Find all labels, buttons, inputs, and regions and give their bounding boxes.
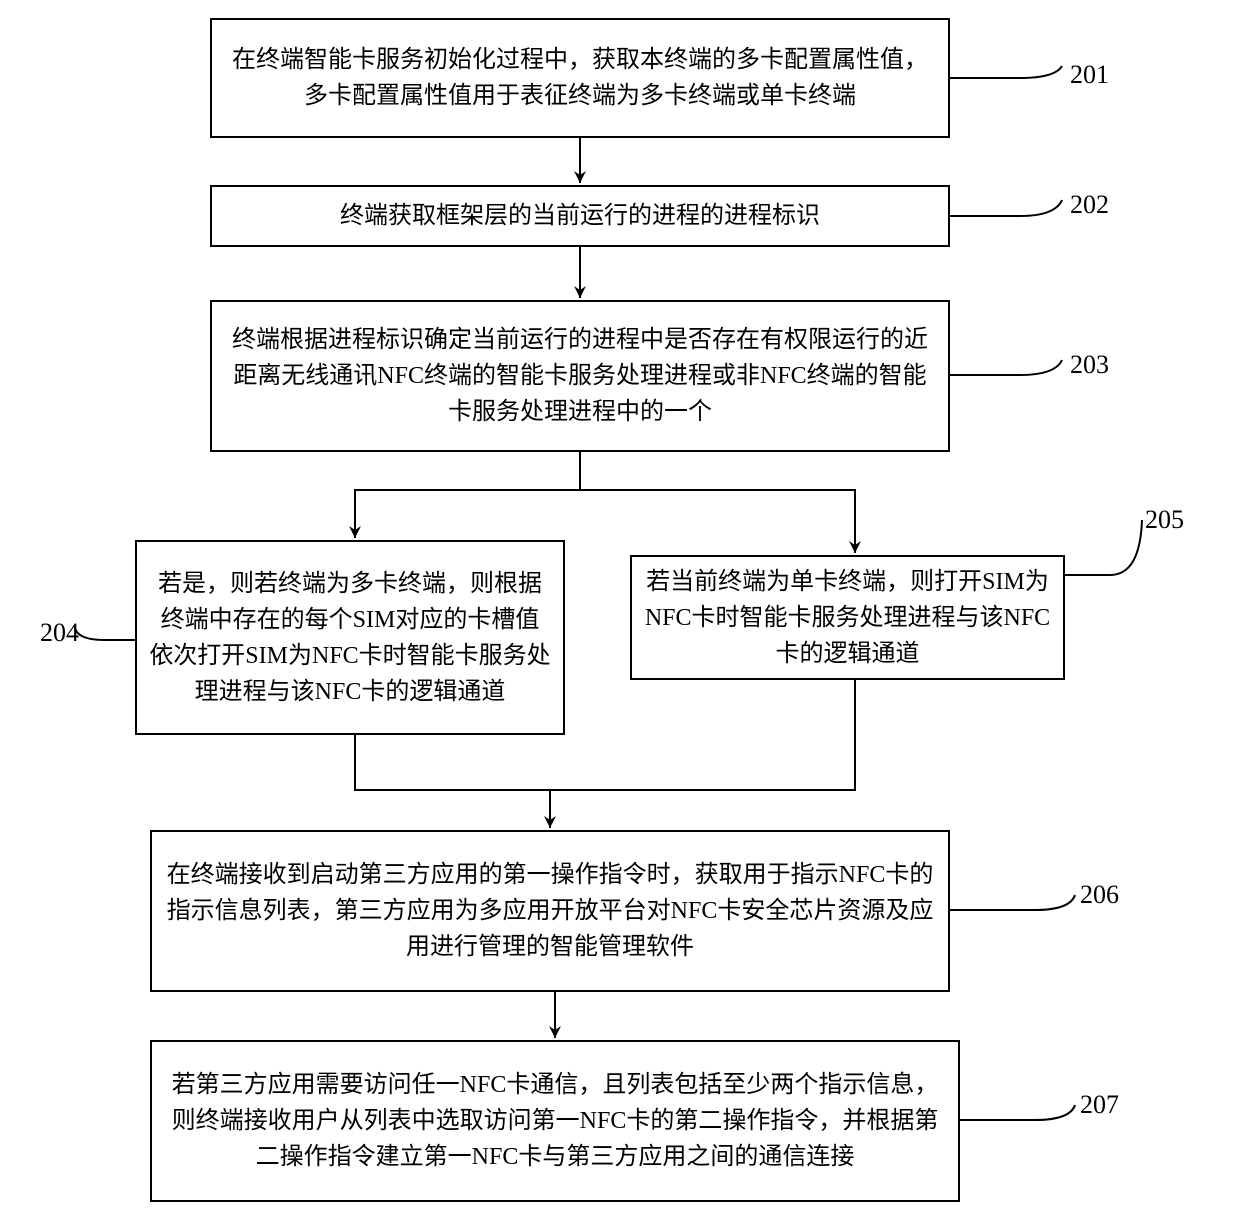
step-label-207: 207 xyxy=(1080,1090,1119,1120)
flow-step-201-text: 在终端智能卡服务初始化过程中，获取本终端的多卡配置属性值，多卡配置属性值用于表征… xyxy=(224,42,936,114)
flow-step-202: 终端获取框架层的当前运行的进程的进程标识 xyxy=(210,185,950,247)
step-label-205: 205 xyxy=(1145,505,1184,535)
flow-step-203-text: 终端根据进程标识确定当前运行的进程中是否存在有权限运行的近距离无线通讯NFC终端… xyxy=(224,322,936,430)
flow-step-207: 若第三方应用需要访问任一NFC卡通信，且列表包括至少两个指示信息，则终端接收用户… xyxy=(150,1040,960,1202)
step-label-201: 201 xyxy=(1070,60,1109,90)
step-label-206: 206 xyxy=(1080,880,1119,910)
flow-step-205-text: 若当前终端为单卡终端，则打开SIM为NFC卡时智能卡服务处理进程与该NFC卡的逻… xyxy=(644,564,1051,672)
step-label-203: 203 xyxy=(1070,350,1109,380)
flow-step-203: 终端根据进程标识确定当前运行的进程中是否存在有权限运行的近距离无线通讯NFC终端… xyxy=(210,300,950,452)
step-label-204: 204 xyxy=(40,618,79,648)
flow-step-205: 若当前终端为单卡终端，则打开SIM为NFC卡时智能卡服务处理进程与该NFC卡的逻… xyxy=(630,555,1065,680)
flow-step-204-text: 若是，则若终端为多卡终端，则根据终端中存在的每个SIM对应的卡槽值依次打开SIM… xyxy=(149,566,551,710)
flow-step-206-text: 在终端接收到启动第三方应用的第一操作指令时，获取用于指示NFC卡的指示信息列表，… xyxy=(164,857,936,965)
flow-step-201: 在终端智能卡服务初始化过程中，获取本终端的多卡配置属性值，多卡配置属性值用于表征… xyxy=(210,18,950,138)
flow-step-202-text: 终端获取框架层的当前运行的进程的进程标识 xyxy=(340,198,820,234)
flow-step-204: 若是，则若终端为多卡终端，则根据终端中存在的每个SIM对应的卡槽值依次打开SIM… xyxy=(135,540,565,735)
flow-step-207-text: 若第三方应用需要访问任一NFC卡通信，且列表包括至少两个指示信息，则终端接收用户… xyxy=(164,1067,946,1175)
flow-step-206: 在终端接收到启动第三方应用的第一操作指令时，获取用于指示NFC卡的指示信息列表，… xyxy=(150,830,950,992)
step-label-202: 202 xyxy=(1070,190,1109,220)
